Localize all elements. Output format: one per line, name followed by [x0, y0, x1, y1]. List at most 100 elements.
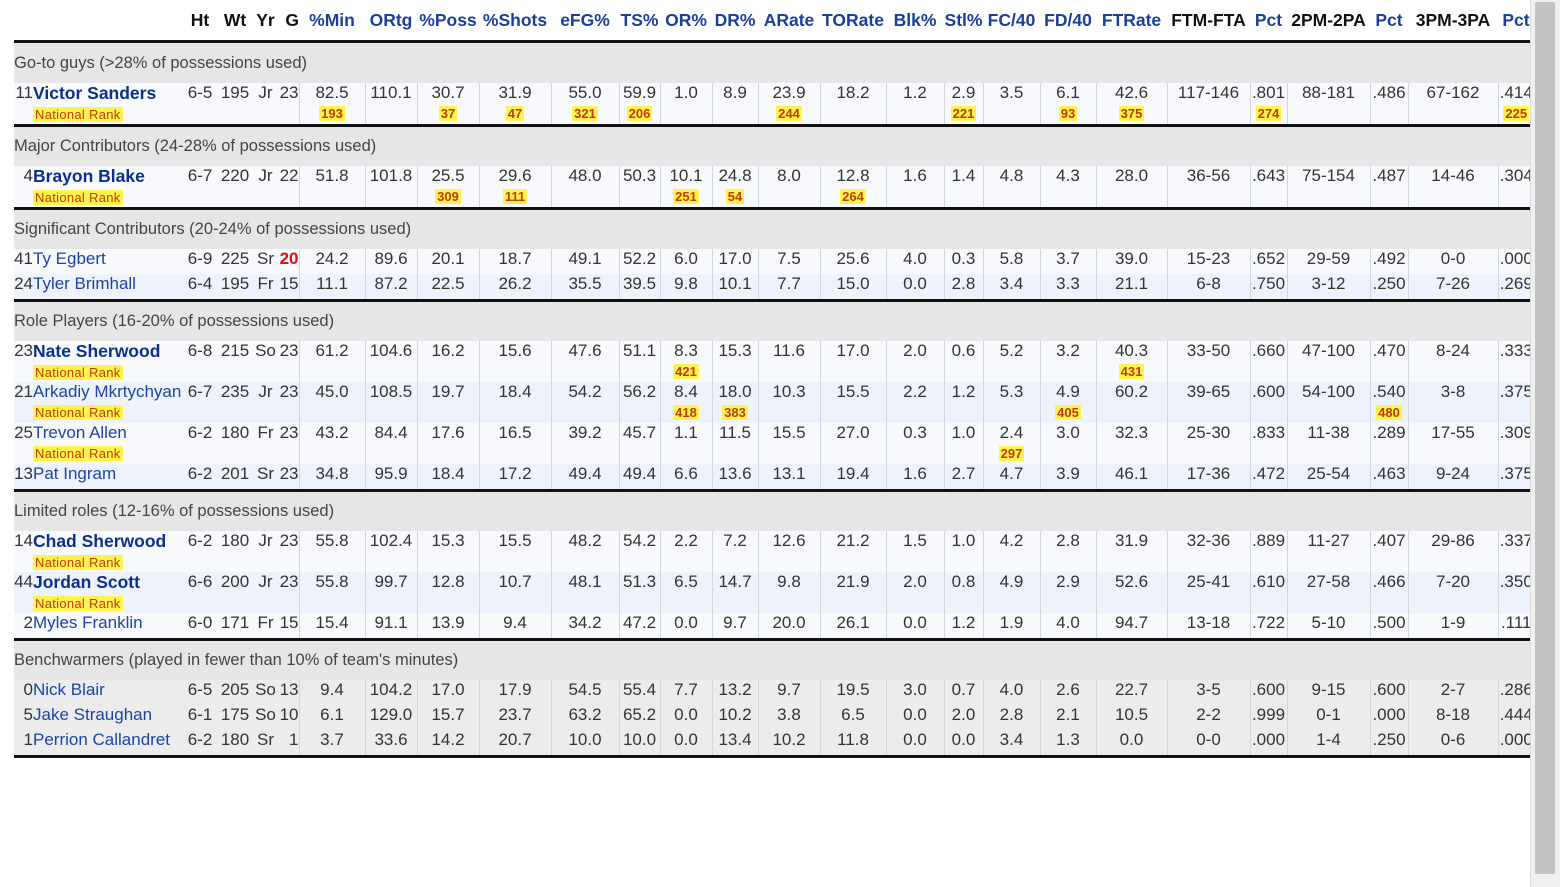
col-header-3pm-3pa-25[interactable]: 3PM-3PA	[1408, 0, 1498, 43]
stat-cell-ftm-fta: 36-56	[1166, 166, 1250, 207]
col-header-fc-40-18[interactable]: FC/40	[983, 0, 1040, 43]
player-name-link[interactable]: Myles Franklin	[33, 613, 143, 632]
col-header--min-6[interactable]: %Min	[299, 0, 365, 43]
col-header-ts--11[interactable]: TS%	[619, 0, 660, 43]
player-name-link[interactable]: Trevon Allen	[33, 423, 127, 442]
stat-cell-dr-: 13.2	[711, 680, 758, 705]
player-name-link[interactable]: Nate Sherwood	[33, 341, 161, 361]
stat-value: 13.6	[718, 464, 752, 483]
scrollbar-thumb[interactable]	[1535, 2, 1555, 874]
col-header-2pm-2pa-23[interactable]: 2PM-2PA	[1287, 0, 1370, 43]
col-header-blk--16[interactable]: Blk%	[886, 0, 944, 43]
col-header-stl--17[interactable]: Stl%	[944, 0, 983, 43]
stat-cell-ht: 6-2	[183, 730, 217, 755]
player-name-link[interactable]: Chad Sherwood	[33, 531, 167, 551]
stat-cell-ts-: 47.2	[618, 613, 660, 638]
stat-cell-g: 13	[278, 680, 299, 705]
stat-value: 7.5	[777, 249, 801, 268]
section-divider	[14, 488, 1534, 492]
col-header-pct-22[interactable]: Pct	[1250, 0, 1287, 43]
stat-value: 1.1	[674, 423, 698, 442]
stat-cell-ftrate: 31.9	[1095, 531, 1167, 572]
player-name-link[interactable]: Perrion Callandret	[33, 730, 171, 749]
stat-value: 33-50	[1186, 341, 1231, 360]
stat-value: 1.2	[903, 83, 927, 102]
stat-value: 220	[220, 166, 250, 185]
stat-value: 32-36	[1186, 531, 1231, 550]
stat-value: 45.0	[315, 382, 349, 401]
stat-cell-fd-40: 4.9 405	[1039, 382, 1096, 423]
stat-value: 11-38	[1307, 423, 1350, 442]
col-header-pct-26[interactable]: Pct	[1498, 0, 1534, 43]
col-header-arate-14[interactable]: ARate	[758, 0, 820, 43]
player-name-link[interactable]: Ty Egbert	[33, 249, 106, 268]
col-header-fd-40-19[interactable]: FD/40	[1040, 0, 1096, 43]
col-header-efg--10[interactable]: eFG%	[551, 0, 619, 43]
stat-value: Jr	[258, 83, 273, 102]
col-header-ftrate-20[interactable]: FTRate	[1096, 0, 1167, 43]
stat-value: .444	[1499, 705, 1533, 724]
stat-cell-pct: .337	[1497, 531, 1534, 572]
stat-value: .610	[1251, 572, 1286, 591]
col-header-ortg-7[interactable]: ORtg	[365, 0, 417, 43]
stat-cell--shots: 9.4	[478, 613, 551, 638]
stat-value: 3.7	[1056, 249, 1080, 268]
stat-cell-wt: 201	[217, 464, 253, 489]
stat-cell--poss: 19.7	[416, 382, 479, 423]
stat-value: 15.7	[431, 705, 465, 724]
stat-value: 6.1	[1056, 83, 1080, 102]
player-name-link[interactable]: Victor Sanders	[33, 83, 157, 103]
stat-value: 54.2	[622, 531, 657, 550]
stat-cell-wt: 171	[217, 613, 253, 638]
stat-cell--poss: 20.1	[416, 249, 479, 274]
player-name-cell: Trevon Allen National Rank	[33, 423, 183, 464]
stat-cell-ftrate: 22.7	[1095, 680, 1167, 705]
stat-value: 43.2	[315, 423, 349, 442]
stat-cell-wt: 235	[217, 382, 253, 423]
player-name-link[interactable]: Brayon Blake	[33, 166, 145, 186]
stat-cell-3pm-3pa: 2-7	[1407, 680, 1498, 705]
stat-cell--shots: 15.6	[478, 341, 551, 382]
col-header--poss-8[interactable]: %Poss	[417, 0, 479, 43]
stat-value: 15.3	[718, 341, 752, 360]
stat-value: 2-7	[1440, 680, 1466, 699]
col-header-torate-15[interactable]: TORate	[820, 0, 886, 43]
stat-value: 3.8	[777, 705, 801, 724]
col-header-or--12[interactable]: OR%	[660, 0, 712, 43]
player-name-link[interactable]: Pat Ingram	[33, 464, 117, 483]
stat-value: .801	[1251, 83, 1286, 102]
stat-cell-torate: 21.2	[819, 531, 886, 572]
col-header-ftm-fta-21[interactable]: FTM-FTA	[1167, 0, 1250, 43]
stat-value: .652	[1251, 249, 1286, 268]
player-name-link[interactable]: Arkadiy Mkrtychyan	[33, 382, 182, 401]
stat-cell-pct: .000	[1497, 249, 1534, 274]
stat-value: 14.7	[718, 572, 752, 591]
stat-cell-torate: 27.0	[819, 423, 886, 464]
stat-value: 12.8	[431, 572, 465, 591]
stat-cell-ftm-fta: 3-5	[1166, 680, 1250, 705]
stat-value: 1.5	[903, 531, 927, 550]
divider-line	[14, 298, 1534, 302]
stat-cell-g: 23	[278, 464, 299, 489]
stat-cell-wt: 195	[217, 274, 253, 299]
stat-value: .407	[1372, 531, 1406, 550]
col-header-pct-24[interactable]: Pct	[1370, 0, 1408, 43]
vertical-scrollbar[interactable]	[1530, 0, 1560, 887]
player-name-link[interactable]: Tyler Brimhall	[33, 274, 136, 293]
stat-value: 10.2	[772, 730, 806, 749]
col-header-dr--13[interactable]: DR%	[712, 0, 758, 43]
player-name-link[interactable]: Jake Straughan	[33, 705, 153, 724]
stat-value: 13.2	[718, 680, 752, 699]
stat-cell-ortg: 84.4	[364, 423, 417, 464]
stat-cell-g: 23	[278, 341, 299, 382]
stat-value: .250	[1372, 730, 1406, 749]
player-name-link[interactable]: Jordan Scott	[33, 572, 140, 592]
player-name-link[interactable]: Nick Blair	[33, 680, 105, 699]
col-header--shots-9[interactable]: %Shots	[479, 0, 551, 43]
stat-cell-dr-: 18.0 383	[711, 382, 758, 423]
stat-value: 59.9	[622, 83, 657, 102]
stat-value: 3.4	[999, 274, 1024, 293]
stat-value: 20.0	[772, 613, 806, 632]
stat-cell-blk-: 4.0	[885, 249, 944, 274]
stat-value: 15.0	[836, 274, 870, 293]
